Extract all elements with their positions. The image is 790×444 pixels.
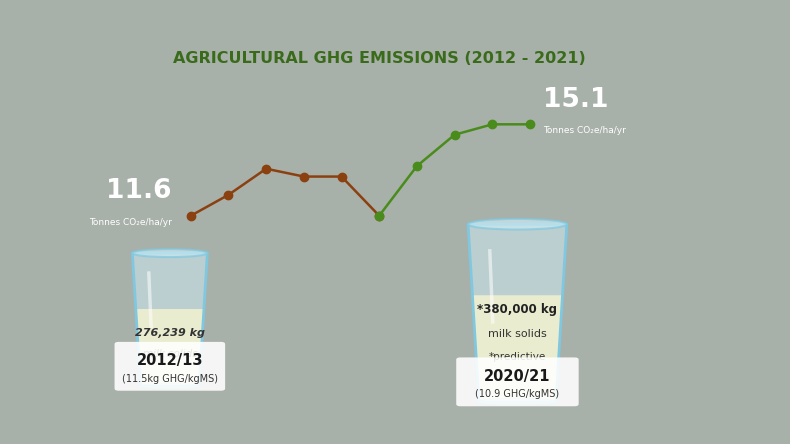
Text: (10.9 GHG/kgMS): (10.9 GHG/kgMS): [476, 389, 559, 399]
Text: milk solids: milk solids: [142, 349, 198, 359]
Text: 2020/21: 2020/21: [484, 369, 551, 384]
FancyBboxPatch shape: [115, 342, 225, 391]
Polygon shape: [468, 224, 567, 402]
Polygon shape: [136, 309, 204, 386]
Ellipse shape: [468, 219, 567, 230]
Text: Tonnes CO₂e/ha/yr: Tonnes CO₂e/ha/yr: [89, 218, 172, 227]
Text: (11.5kg GHG/kgMS): (11.5kg GHG/kgMS): [122, 374, 218, 384]
Text: 276,239 kg: 276,239 kg: [135, 328, 205, 338]
Ellipse shape: [479, 398, 556, 405]
Text: *predictive: *predictive: [489, 353, 546, 362]
Text: milk solids: milk solids: [488, 329, 547, 339]
Ellipse shape: [132, 249, 207, 257]
Text: AGRICULTURAL GHG EMISSIONS (2012 - 2021): AGRICULTURAL GHG EMISSIONS (2012 - 2021): [173, 51, 585, 66]
Text: Tonnes CO₂e/ha/yr: Tonnes CO₂e/ha/yr: [543, 126, 626, 135]
Polygon shape: [472, 295, 562, 402]
Ellipse shape: [141, 384, 199, 389]
Text: 11.6: 11.6: [107, 178, 172, 204]
Text: 15.1: 15.1: [543, 87, 608, 113]
FancyBboxPatch shape: [457, 357, 579, 406]
Text: 2012/13: 2012/13: [137, 353, 203, 369]
Polygon shape: [132, 253, 207, 386]
Text: *380,000 kg: *380,000 kg: [477, 303, 558, 316]
